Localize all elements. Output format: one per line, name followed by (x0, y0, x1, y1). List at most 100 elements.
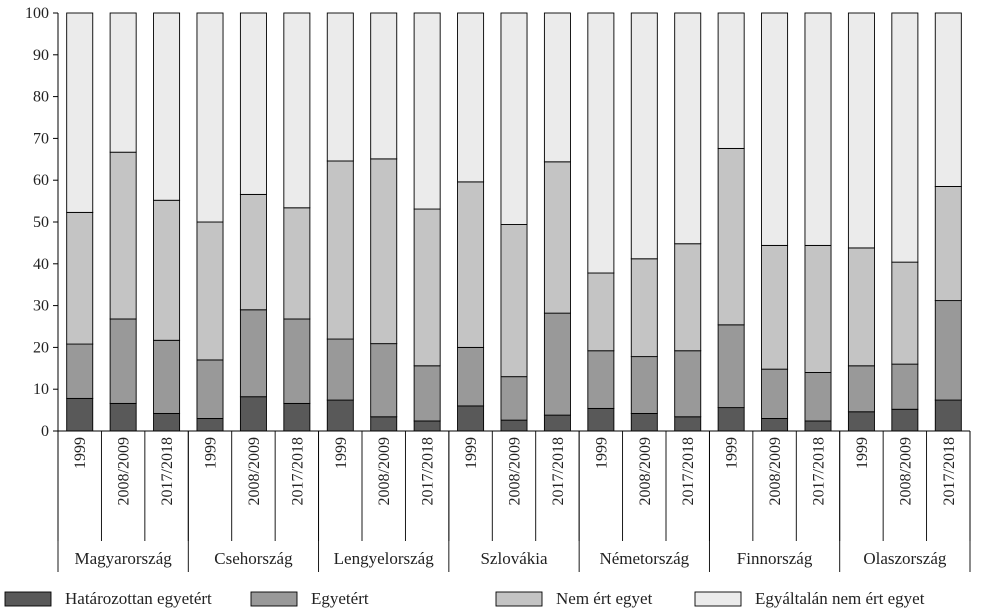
bar-segment-series-1-col-7 (370, 343, 398, 418)
bar-segment-series-0-col-20 (934, 399, 962, 432)
bar-segment-series-2-col-3 (196, 221, 224, 361)
bar-segment-series-3-col-4 (239, 12, 267, 195)
bar-segment-series-1-col-1 (109, 318, 137, 404)
bar-segment-series-1-col-0 (66, 343, 94, 399)
bar-segment-series-0-col-16 (761, 418, 789, 432)
bar-segment-series-3-col-10 (500, 12, 528, 225)
legend-swatch (4, 591, 52, 607)
bar-segment-series-2-col-1 (109, 151, 137, 320)
legend-label: Egyáltalán nem ért egyet (755, 589, 925, 608)
bar-segment-series-2-col-2 (153, 199, 181, 341)
legend-swatch (694, 591, 742, 607)
bar-segment-series-3-col-13 (630, 12, 658, 260)
bar-segment-series-3-col-14 (674, 12, 702, 245)
bar-segment-series-2-col-6 (326, 160, 354, 340)
period-label: 2008/2009 (897, 437, 914, 505)
bar-segment-series-1-col-4 (239, 309, 267, 398)
y-tick-label: 80 (33, 89, 49, 106)
group-label: Szlovákia (480, 549, 547, 568)
bar-segment-series-2-col-18 (847, 247, 875, 367)
group-label: Finnország (737, 549, 813, 568)
y-tick-label: 90 (33, 47, 49, 64)
legend-swatch (495, 591, 543, 607)
bar-segment-series-3-col-2 (153, 12, 181, 201)
period-label: 1999 (203, 437, 220, 469)
period-label: 1999 (72, 437, 89, 469)
bar-segment-series-1-col-5 (283, 318, 311, 404)
bar-segment-series-0-col-17 (804, 420, 832, 432)
period-label: 2008/2009 (637, 437, 654, 505)
legend-label: Határozottan egyetért (65, 589, 212, 608)
period-label: 2017/2018 (941, 437, 958, 505)
bar-segment-series-3-col-16 (761, 12, 789, 246)
group-label: Lengyelország (334, 549, 435, 568)
bars (66, 12, 962, 432)
bar-segment-series-0-col-18 (847, 411, 875, 432)
bar-segment-series-3-col-15 (717, 12, 745, 149)
period-label: 2017/2018 (680, 437, 697, 505)
bar-segment-series-2-col-0 (66, 211, 94, 345)
bar-segment-series-1-col-19 (891, 363, 919, 410)
period-label: 2017/2018 (420, 437, 437, 505)
bar-segment-series-2-col-5 (283, 207, 311, 320)
bar-segment-series-1-col-2 (153, 339, 181, 414)
bar-segment-series-0-col-19 (891, 408, 919, 432)
bar-segment-series-3-col-18 (847, 12, 875, 249)
y-tick-label: 0 (41, 423, 49, 440)
bar-segment-series-3-col-8 (413, 12, 441, 210)
bar-segment-series-0-col-15 (717, 407, 745, 432)
bar-segment-series-2-col-9 (457, 181, 485, 348)
bar-segment-series-1-col-15 (717, 324, 745, 409)
period-label: 1999 (593, 437, 610, 469)
bar-segment-series-1-col-13 (630, 356, 658, 414)
bar-segment-series-1-col-14 (674, 350, 702, 418)
bar-segment-series-0-col-9 (457, 405, 485, 432)
y-tick-label: 10 (33, 381, 49, 398)
bar-segment-series-2-col-13 (630, 258, 658, 358)
bar-segment-series-2-col-19 (891, 261, 919, 365)
legend-label: Egyetért (311, 589, 369, 608)
group-label: Magyarország (75, 549, 173, 568)
bar-segment-series-2-col-20 (934, 186, 962, 302)
y-tick-label: 50 (33, 214, 49, 231)
y-tick-label: 100 (25, 5, 49, 22)
legend-swatch (250, 591, 298, 607)
bar-segment-series-3-col-11 (543, 12, 571, 163)
period-label: 2008/2009 (376, 437, 393, 505)
bar-segment-series-0-col-13 (630, 412, 658, 432)
legend-label: Nem ért egyet (556, 589, 653, 608)
bar-segment-series-1-col-16 (761, 368, 789, 419)
bar-segment-series-1-col-10 (500, 376, 528, 421)
y-axis: 0 10 20 30 40 50 60 70 80 90 100 (25, 5, 59, 440)
bar-segment-series-1-col-18 (847, 365, 875, 413)
x-axis: 1999 2008/2009 2017/2018 1999 2008/2009 2017/… (57, 430, 971, 572)
bar-segment-series-2-col-10 (500, 224, 528, 378)
bar-segment-series-0-col-5 (283, 402, 311, 432)
bar-segment-series-0-col-1 (109, 402, 137, 432)
bar-segment-series-3-col-19 (891, 12, 919, 263)
period-label: 2017/2018 (811, 437, 828, 505)
bar-segment-series-2-col-12 (587, 272, 615, 352)
y-tick-label: 40 (33, 256, 49, 273)
period-label: 2017/2018 (289, 437, 306, 505)
bar-segment-series-0-col-0 (66, 397, 94, 432)
bar-segment-series-2-col-17 (804, 244, 832, 373)
period-label: 2017/2018 (550, 437, 567, 505)
bar-segment-series-1-col-3 (196, 359, 224, 419)
bar-segment-series-0-col-12 (587, 407, 615, 432)
bar-segment-series-3-col-3 (196, 12, 224, 223)
y-tick-label: 20 (33, 339, 49, 356)
bar-segment-series-3-col-1 (109, 12, 137, 153)
bar-segment-series-2-col-7 (370, 158, 398, 345)
bar-segment-series-2-col-14 (674, 243, 702, 352)
bar-segment-series-0-col-7 (370, 416, 398, 432)
bar-segment-series-1-col-20 (934, 300, 962, 401)
bar-segment-series-0-col-2 (153, 412, 181, 432)
bar-segment-series-3-col-12 (587, 12, 615, 274)
bar-segment-series-0-col-6 (326, 399, 354, 432)
bar-segment-series-1-col-8 (413, 365, 441, 422)
period-label: 2008/2009 (116, 437, 133, 505)
y-tick-label: 60 (33, 172, 49, 189)
bar-segment-series-0-col-10 (500, 419, 528, 432)
bar-segment-series-3-col-7 (370, 12, 398, 160)
